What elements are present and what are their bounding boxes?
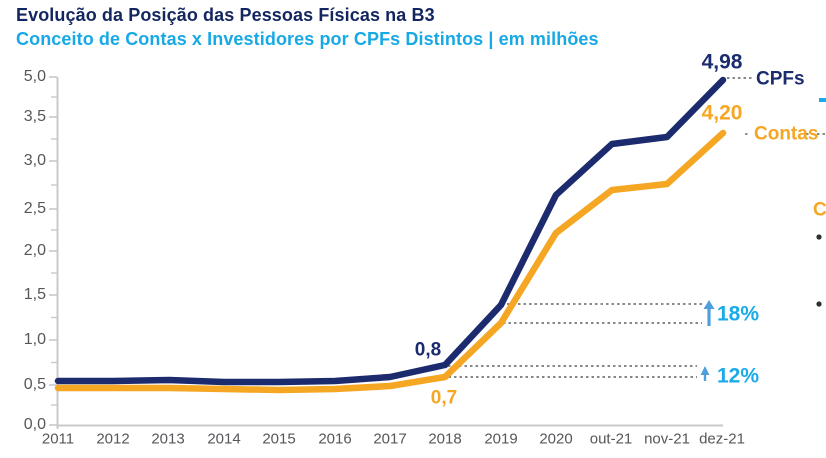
series-line-cpfs <box>54 129 727 394</box>
cropped-heading-fragment: C <box>813 199 826 221</box>
x-axis-label-2020: 2020 <box>539 430 573 448</box>
x-axis-label-2017: 2017 <box>373 430 407 448</box>
y-axis-label-0-0: 0,0 <box>23 416 46 433</box>
series-label-cpfs: Contas <box>754 123 819 145</box>
y-axis-label-3-5: 3,5 <box>23 108 46 125</box>
x-axis-label-nov-21: nov-21 <box>644 430 690 448</box>
series-label-contas: CPFs <box>756 68 805 90</box>
delta-label-2018: 12% <box>717 364 760 388</box>
cropped-bullet-point <box>816 301 822 307</box>
x-axis-label-dez-21: dez-21 <box>699 430 745 448</box>
x-axis-label-2011: 2011 <box>41 430 75 448</box>
y-axis-label-2-5: 2,5 <box>23 200 46 217</box>
point-value-contas-2018: 0,8 <box>414 339 442 361</box>
x-axis-label-2014: 2014 <box>207 430 241 448</box>
point-value-cpfs-2018: 0,7 <box>430 387 458 409</box>
end-value-contas: 4,98 <box>701 50 743 74</box>
x-axis-label-2012: 2012 <box>96 430 130 448</box>
y-axis-label-5-0: 5,0 <box>23 68 46 85</box>
y-axis-label-2-0: 2,0 <box>23 242 46 259</box>
end-value-cpfs: 4,20 <box>701 101 743 125</box>
x-axis-label-2018: 2018 <box>428 430 462 448</box>
cropped-bullet-point <box>816 234 822 240</box>
page-title: Evolução da Posição das Pessoas Físicas … <box>16 5 435 25</box>
x-axis-label-2016: 2016 <box>318 430 352 448</box>
up-arrow-icon <box>703 300 715 309</box>
y-axis-label-1-0: 1,0 <box>23 331 46 348</box>
cropped-cyan-line-fragment <box>819 98 826 102</box>
x-axis-label-2015: 2015 <box>262 430 296 448</box>
x-axis-label-out-21: out-21 <box>589 430 633 448</box>
delta-label-2019: 18% <box>717 302 760 326</box>
y-axis-label-0-5: 0,5 <box>23 376 46 393</box>
page-subtitle: Conceito de Contas x Investidores por CP… <box>16 29 599 49</box>
y-axis-label-1-5: 1,5 <box>23 286 46 303</box>
series-line-contas <box>54 76 727 386</box>
x-axis-label-2019: 2019 <box>484 430 518 448</box>
up-arrow-icon <box>700 366 710 375</box>
y-axis-label-3-0: 3,0 <box>23 152 46 169</box>
x-axis-label-2013: 2013 <box>151 430 185 448</box>
